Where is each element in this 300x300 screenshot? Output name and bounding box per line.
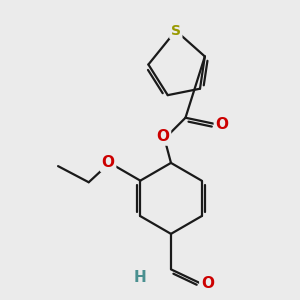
Text: O: O	[201, 276, 214, 291]
Text: O: O	[156, 129, 170, 144]
Text: O: O	[102, 155, 115, 170]
Text: H: H	[134, 270, 147, 285]
Text: S: S	[171, 24, 181, 38]
Text: O: O	[215, 117, 228, 132]
